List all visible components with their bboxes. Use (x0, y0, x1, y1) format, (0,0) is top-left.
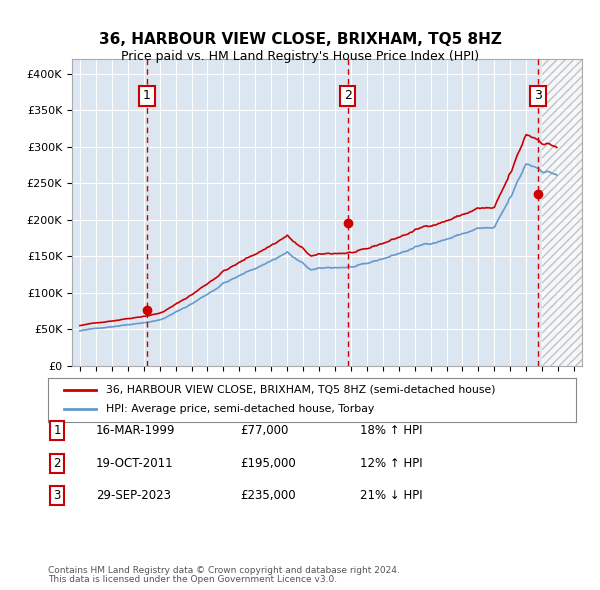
HPI: Average price, semi-detached house, Torbay: (2e+03, 1.12e+05): Average price, semi-detached house, Torb… (218, 280, 226, 287)
Bar (542, 59, 582, 366)
Text: This data is licensed under the Open Government Licence v3.0.: This data is licensed under the Open Gov… (48, 575, 337, 584)
36, HARBOUR VIEW CLOSE, BRIXHAM, TQ5 8HZ (semi-detached house) (135, 314, 142, 321)
36, HARBOUR VIEW CLOSE, BRIXHAM, TQ5 8HZ (semi-detached house) (76, 322, 83, 329)
Line: 36, HARBOUR VIEW CLOSE, BRIXHAM, TQ5 8HZ (semi-detached house): 36, HARBOUR VIEW CLOSE, BRIXHAM, TQ5 8HZ… (80, 135, 557, 326)
Text: 36, HARBOUR VIEW CLOSE, BRIXHAM, TQ5 8HZ (semi-detached house): 36, HARBOUR VIEW CLOSE, BRIXHAM, TQ5 8HZ… (106, 385, 496, 395)
36, HARBOUR VIEW CLOSE, BRIXHAM, TQ5 8HZ (semi-detached house) (218, 268, 226, 276)
Text: 21% ↓ HPI: 21% ↓ HPI (360, 489, 422, 502)
HPI: Average price, semi-detached house, Torbay: (2.01e+03, 1.55e+05): Average price, semi-detached house, Torb… (285, 249, 292, 256)
Text: £235,000: £235,000 (240, 489, 296, 502)
Text: 3: 3 (534, 89, 542, 102)
Text: £195,000: £195,000 (240, 457, 296, 470)
36, HARBOUR VIEW CLOSE, BRIXHAM, TQ5 8HZ (semi-detached house) (285, 232, 292, 240)
Text: 2: 2 (53, 457, 61, 470)
Text: 2: 2 (344, 89, 352, 102)
HPI: Average price, semi-detached house, Torbay: (2.01e+03, 1.29e+05): Average price, semi-detached house, Torb… (242, 268, 250, 276)
Text: 29-SEP-2023: 29-SEP-2023 (96, 489, 171, 502)
Text: HPI: Average price, semi-detached house, Torbay: HPI: Average price, semi-detached house,… (106, 405, 374, 414)
Text: 1: 1 (53, 424, 61, 437)
36, HARBOUR VIEW CLOSE, BRIXHAM, TQ5 8HZ (semi-detached house) (528, 134, 535, 141)
HPI: Average price, semi-detached house, Torbay: (2.02e+03, 2.76e+05): Average price, semi-detached house, Torb… (523, 160, 530, 168)
Text: Price paid vs. HM Land Registry's House Price Index (HPI): Price paid vs. HM Land Registry's House … (121, 50, 479, 63)
HPI: Average price, semi-detached house, Torbay: (2e+03, 5.8e+04): Average price, semi-detached house, Torb… (135, 320, 142, 327)
Text: 16-MAR-1999: 16-MAR-1999 (96, 424, 176, 437)
Text: 18% ↑ HPI: 18% ↑ HPI (360, 424, 422, 437)
Text: Contains HM Land Registry data © Crown copyright and database right 2024.: Contains HM Land Registry data © Crown c… (48, 566, 400, 575)
Text: £77,000: £77,000 (240, 424, 289, 437)
36, HARBOUR VIEW CLOSE, BRIXHAM, TQ5 8HZ (semi-detached house) (553, 144, 560, 151)
Text: 12% ↑ HPI: 12% ↑ HPI (360, 457, 422, 470)
36, HARBOUR VIEW CLOSE, BRIXHAM, TQ5 8HZ (semi-detached house) (523, 131, 530, 138)
36, HARBOUR VIEW CLOSE, BRIXHAM, TQ5 8HZ (semi-detached house) (242, 255, 250, 262)
Bar (542, 59, 582, 366)
HPI: Average price, semi-detached house, Torbay: (2e+03, 4.8e+04): Average price, semi-detached house, Torb… (76, 327, 83, 335)
Text: 36, HARBOUR VIEW CLOSE, BRIXHAM, TQ5 8HZ: 36, HARBOUR VIEW CLOSE, BRIXHAM, TQ5 8HZ (98, 32, 502, 47)
Text: 1: 1 (143, 89, 151, 102)
Line: HPI: Average price, semi-detached house, Torbay: HPI: Average price, semi-detached house,… (80, 164, 557, 331)
36, HARBOUR VIEW CLOSE, BRIXHAM, TQ5 8HZ (semi-detached house) (235, 260, 242, 267)
HPI: Average price, semi-detached house, Torbay: (2e+03, 1.23e+05): Average price, semi-detached house, Torb… (235, 273, 242, 280)
HPI: Average price, semi-detached house, Torbay: (2.02e+03, 2.73e+05): Average price, semi-detached house, Torb… (528, 163, 535, 170)
Text: 19-OCT-2011: 19-OCT-2011 (96, 457, 173, 470)
HPI: Average price, semi-detached house, Torbay: (2.02e+03, 2.61e+05): Average price, semi-detached house, Torb… (553, 172, 560, 179)
Text: 3: 3 (53, 489, 61, 502)
